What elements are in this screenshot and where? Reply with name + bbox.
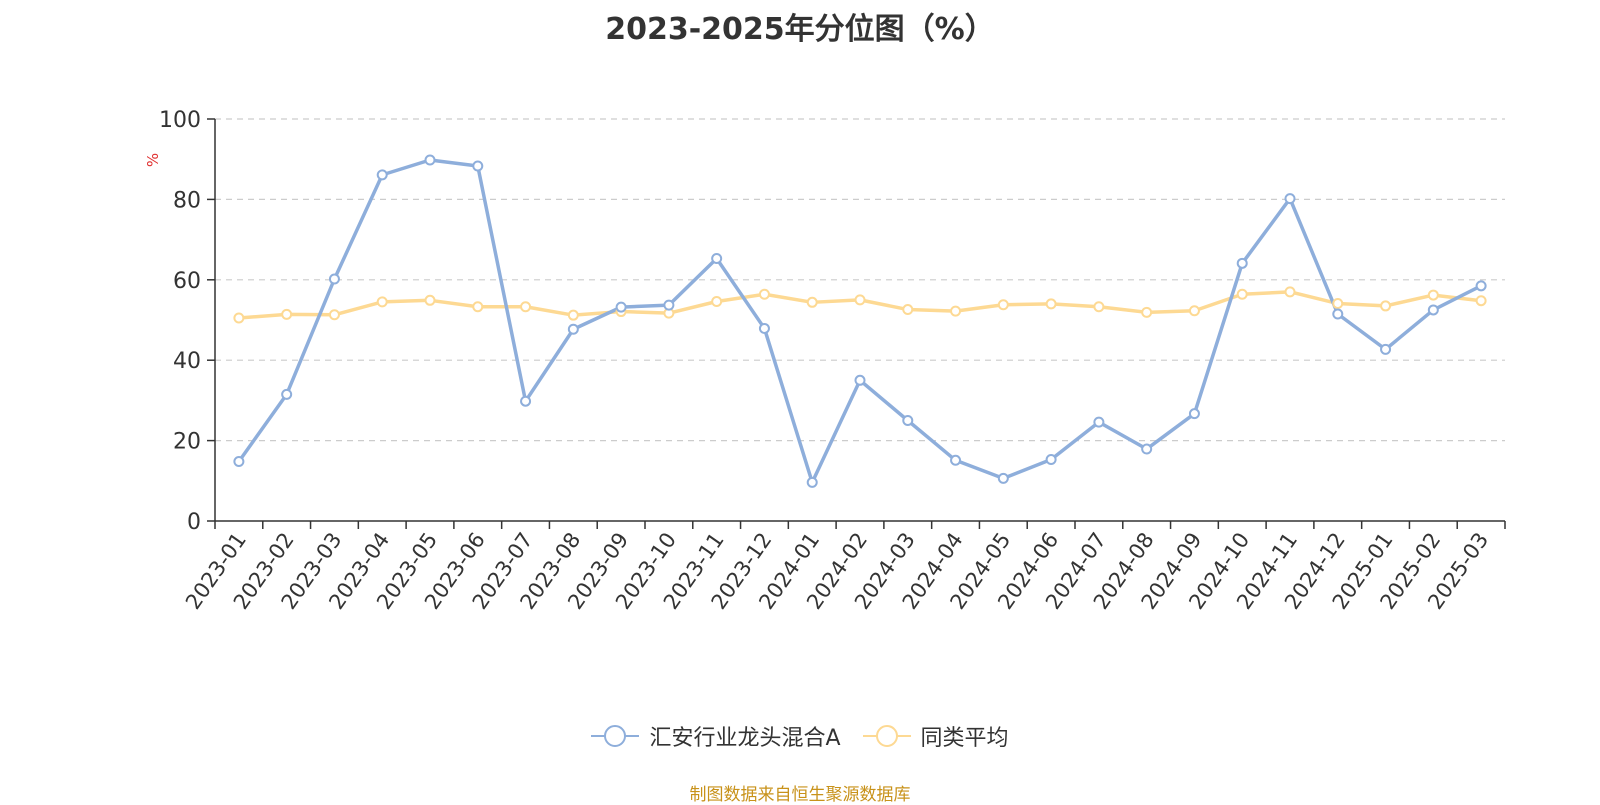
data-point-average	[281, 308, 293, 320]
data-source-note: 制图数据来自恒生聚源数据库	[689, 785, 911, 805]
data-point-average	[1475, 295, 1487, 307]
data-point-average	[233, 312, 245, 324]
data-point-fund	[281, 388, 293, 400]
chart-title: 2023-2025年分位图（%）	[605, 12, 995, 47]
data-point-fund	[758, 322, 770, 334]
y-tick-label: 60	[173, 269, 201, 294]
data-point-fund	[328, 273, 340, 285]
data-point-average	[711, 296, 723, 308]
data-point-fund	[1284, 193, 1296, 205]
data-point-fund	[806, 476, 818, 488]
data-point-fund	[663, 299, 675, 311]
legend-item-average[interactable]: 同类平均	[862, 720, 1009, 752]
data-point-average	[1141, 306, 1153, 318]
data-point-average	[902, 304, 914, 316]
data-point-fund	[376, 169, 388, 181]
data-point-fund	[567, 323, 579, 335]
data-point-average	[997, 299, 1009, 311]
data-point-fund	[1475, 280, 1487, 292]
y-tick-label: 80	[173, 188, 201, 213]
legend-marker-average	[862, 725, 911, 747]
data-point-average	[1236, 288, 1248, 300]
data-point-average	[1380, 300, 1392, 312]
data-point-fund	[1045, 453, 1057, 465]
data-point-average	[1427, 289, 1439, 301]
data-point-fund	[424, 154, 436, 166]
data-point-average	[1045, 298, 1057, 310]
legend-label-average: 同类平均	[920, 726, 1009, 751]
data-point-fund	[997, 472, 1009, 484]
legend-marker-fund	[591, 725, 640, 747]
y-tick-label: 20	[173, 430, 201, 455]
data-point-average	[1284, 286, 1296, 298]
data-point-average	[376, 296, 388, 308]
data-point-fund	[854, 374, 866, 386]
data-point-fund	[1332, 308, 1344, 320]
data-point-average	[520, 301, 532, 313]
chart-legend: 汇安行业龙头混合A 同类平均	[0, 720, 1600, 752]
data-point-average	[328, 309, 340, 321]
series-line-fund	[237, 158, 1483, 485]
data-point-average	[758, 288, 770, 300]
y-tick-label: 100	[159, 108, 201, 133]
data-point-fund	[1380, 343, 1392, 355]
data-point-fund	[1427, 304, 1439, 316]
data-point-average	[806, 296, 818, 308]
y-tick-label: 40	[173, 349, 201, 374]
legend-label-fund: 汇安行业龙头混合A	[649, 726, 841, 751]
y-tick-label: 0	[187, 510, 201, 535]
y-axis-label: %	[144, 153, 162, 167]
data-point-fund	[1188, 408, 1200, 420]
legend-item-fund[interactable]: 汇安行业龙头混合A	[591, 720, 841, 752]
data-point-fund	[950, 454, 962, 466]
data-point-fund	[472, 160, 484, 172]
data-point-fund	[902, 415, 914, 426]
data-point-fund	[711, 252, 723, 264]
data-point-average	[854, 294, 866, 306]
data-point-average	[950, 305, 962, 317]
data-point-fund	[233, 456, 245, 468]
data-point-fund	[520, 395, 532, 407]
data-point-average	[1188, 305, 1200, 317]
data-point-fund	[615, 301, 627, 313]
data-point-average	[1332, 298, 1344, 310]
data-point-fund	[1236, 257, 1248, 269]
data-point-fund	[1141, 443, 1153, 455]
data-point-average	[1093, 301, 1105, 313]
data-point-average	[424, 294, 436, 306]
data-point-fund	[1093, 416, 1105, 428]
data-point-average	[472, 301, 484, 313]
data-point-average	[567, 309, 579, 321]
